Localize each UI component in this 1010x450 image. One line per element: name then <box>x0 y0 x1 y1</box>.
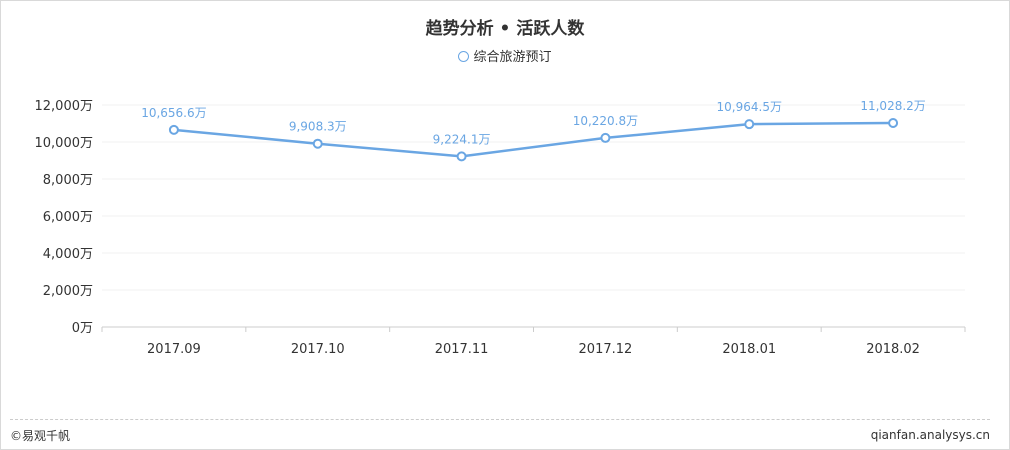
data-point <box>456 151 467 162</box>
series-line <box>173 121 894 158</box>
y-tick-label: 6,000万 <box>43 210 93 225</box>
data-label: 10,656.6万 <box>141 106 206 120</box>
data-point <box>312 138 323 149</box>
data-point <box>168 124 179 135</box>
data-label: 9,224.1万 <box>433 132 491 146</box>
legend-label: 综合旅游预订 <box>473 50 552 65</box>
x-tick-label: 2017.11 <box>435 342 489 357</box>
data-label: 9,908.3万 <box>289 120 347 134</box>
data-label: 10,964.5万 <box>717 100 782 114</box>
y-tick-label: 4,000万 <box>43 247 93 262</box>
y-tick-label: 0万 <box>72 321 93 336</box>
legend-circle-icon <box>458 51 470 62</box>
x-tick-label: 2017.09 <box>147 342 201 357</box>
y-tick-label: 10,000万 <box>35 136 94 151</box>
source-url: qianfan.analysys.cn <box>870 428 990 442</box>
y-tick-label: 8,000万 <box>43 173 93 188</box>
y-tick-label: 12,000万 <box>35 99 94 114</box>
chart-legend[interactable]: 综合旅游预订 <box>0 46 1010 65</box>
y-tick-label: 2,000万 <box>43 284 93 299</box>
x-tick-label: 2017.10 <box>291 342 345 357</box>
data-point <box>744 119 755 130</box>
x-tick-label: 2018.01 <box>722 342 776 357</box>
data-point <box>600 132 611 143</box>
data-point <box>888 117 899 128</box>
data-label: 11,028.2万 <box>860 99 925 113</box>
data-label: 10,220.8万 <box>573 114 638 128</box>
brand-logo-text: ©易观千帆 <box>10 429 71 443</box>
footer-divider <box>10 419 990 420</box>
x-tick-label: 2018.02 <box>866 342 920 357</box>
chart-title: 趋势分析 • 活跃人数 <box>425 19 585 39</box>
x-tick-label: 2017.12 <box>579 342 633 357</box>
